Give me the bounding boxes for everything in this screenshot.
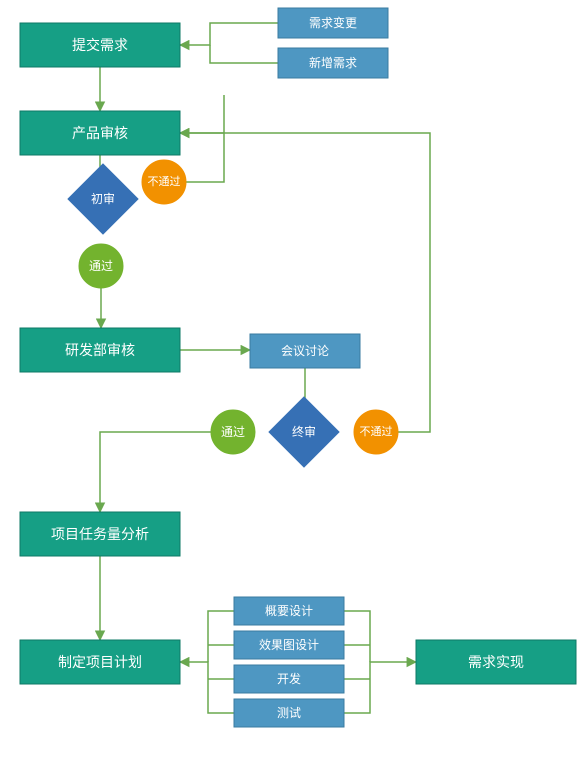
node-dev: 开发 [234, 665, 344, 693]
node-label: 产品审核 [72, 125, 128, 141]
node-rnd: 研发部审核 [20, 328, 180, 372]
node-label: 终审 [292, 424, 316, 439]
edge-1 [180, 23, 278, 45]
node-label: 新增需求 [309, 55, 357, 70]
edge-18 [344, 662, 416, 713]
edge-9 [100, 432, 211, 512]
node-design1: 概要设计 [234, 597, 344, 625]
node-review: 产品审核 [20, 111, 180, 155]
node-label: 制定项目计划 [58, 654, 142, 670]
node-label: 不通过 [360, 425, 393, 438]
edge-11 [208, 611, 234, 662]
node-analysis: 项目任务量分析 [20, 512, 180, 556]
node-pass1: 通过 [79, 244, 123, 288]
edge-14 [180, 662, 234, 713]
node-label: 开发 [277, 671, 301, 686]
node-impl: 需求实现 [416, 640, 576, 684]
nodes-layer: 提交需求需求变更新增需求产品审核初审不通过通过研发部审核会议讨论终审通过不通过项… [20, 8, 576, 727]
node-test: 测试 [234, 699, 344, 727]
edge-4 [180, 95, 224, 182]
node-change: 需求变更 [278, 8, 388, 38]
node-fail2: 不通过 [354, 410, 398, 454]
node-label: 测试 [277, 705, 301, 720]
node-fail1: 不通过 [142, 160, 186, 204]
node-label: 提交需求 [72, 37, 128, 53]
edge-2 [210, 45, 278, 63]
node-label: 会议讨论 [281, 344, 329, 358]
edge-15 [344, 611, 370, 662]
node-label: 初审 [91, 191, 115, 206]
node-label: 研发部审核 [65, 342, 135, 358]
node-meeting: 会议讨论 [250, 334, 360, 368]
node-label: 通过 [89, 259, 113, 273]
node-design2: 效果图设计 [234, 631, 344, 659]
node-label: 需求实现 [468, 654, 524, 670]
node-plan: 制定项目计划 [20, 640, 180, 684]
node-label: 效果图设计 [259, 637, 319, 652]
node-label: 概要设计 [265, 604, 313, 618]
node-final: 终审 [269, 397, 339, 467]
node-label: 项目任务量分析 [51, 526, 149, 542]
node-label: 通过 [221, 425, 245, 439]
node-label: 不通过 [148, 175, 181, 188]
node-pass2: 通过 [211, 410, 255, 454]
node-addreq: 新增需求 [278, 48, 388, 78]
node-first: 初审 [68, 164, 138, 234]
node-submit: 提交需求 [20, 23, 180, 67]
node-label: 需求变更 [309, 15, 357, 30]
